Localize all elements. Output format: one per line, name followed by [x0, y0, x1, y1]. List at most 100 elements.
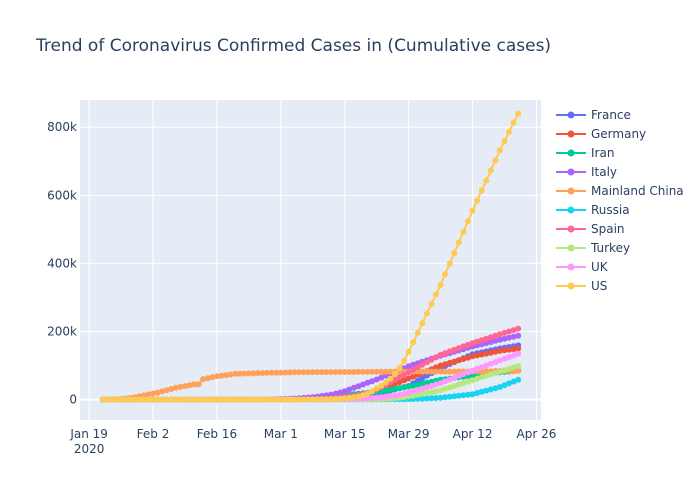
data-point	[451, 250, 458, 256]
data-point	[423, 390, 430, 396]
legend-item-mainland-china[interactable]: Mainland China	[556, 184, 684, 198]
data-point	[423, 359, 430, 366]
data-point	[150, 396, 156, 403]
data-point	[428, 301, 435, 307]
legend-item-russia[interactable]: Russia	[556, 203, 630, 217]
data-point	[506, 354, 512, 361]
data-point	[241, 370, 248, 377]
data-point	[478, 364, 485, 371]
data-point	[515, 376, 522, 383]
data-point	[318, 369, 325, 376]
data-point	[419, 385, 426, 392]
data-point	[455, 392, 462, 399]
data-point	[268, 396, 275, 403]
data-point	[346, 394, 353, 401]
data-point	[337, 369, 344, 375]
data-point	[487, 360, 494, 367]
data-point	[465, 369, 471, 376]
data-point	[218, 372, 225, 379]
data-point	[341, 388, 348, 395]
data-point	[218, 396, 225, 403]
data-point	[506, 129, 512, 135]
data-point	[437, 362, 444, 369]
data-point	[405, 383, 412, 390]
data-point	[419, 390, 426, 397]
x-tick-label: Mar 1	[264, 427, 298, 441]
data-point	[501, 382, 508, 389]
legend-marker	[567, 111, 575, 119]
data-point	[387, 386, 394, 393]
data-point	[277, 369, 284, 376]
data-point	[515, 363, 522, 369]
data-point	[483, 362, 490, 369]
data-point	[145, 396, 152, 403]
data-point	[451, 393, 458, 400]
data-point	[227, 396, 234, 403]
data-point	[410, 361, 417, 368]
data-point	[200, 376, 207, 383]
legend-item-spain[interactable]: Spain	[556, 222, 625, 236]
data-point	[396, 391, 403, 398]
data-point	[113, 396, 120, 403]
legend-marker	[567, 263, 575, 271]
legend-item-us[interactable]: US	[556, 279, 607, 293]
data-point	[455, 368, 462, 375]
legend[interactable]: France Germany Iran Italy Mainland China Russ…	[556, 108, 684, 293]
data-point	[492, 348, 499, 355]
data-point	[501, 335, 508, 342]
data-point	[428, 368, 435, 375]
data-point	[328, 396, 334, 402]
data-point	[465, 391, 471, 398]
data-point	[209, 396, 216, 403]
data-point	[506, 365, 512, 372]
data-point	[496, 357, 503, 364]
x-tick-label: Feb 16	[197, 427, 237, 441]
data-point	[223, 372, 230, 379]
legend-item-germany[interactable]: Germany	[556, 127, 646, 141]
data-point	[405, 375, 412, 382]
data-point	[501, 355, 508, 362]
data-point	[496, 336, 503, 343]
data-point	[446, 359, 453, 366]
data-point	[191, 381, 198, 388]
data-point	[131, 396, 138, 403]
data-point	[277, 396, 284, 403]
data-point	[405, 389, 412, 396]
data-point	[478, 337, 485, 344]
legend-item-turkey[interactable]: Turkey	[556, 241, 630, 255]
legend-item-france[interactable]: France	[556, 108, 631, 122]
data-point	[410, 373, 417, 380]
data-point	[391, 370, 398, 377]
data-point	[200, 396, 207, 403]
data-point	[341, 395, 348, 402]
data-point	[478, 351, 485, 358]
data-point	[446, 260, 453, 267]
data-point	[396, 374, 403, 381]
data-point	[150, 390, 156, 397]
x-tick-label: Apr 26	[517, 427, 557, 441]
data-point	[423, 379, 430, 386]
data-point	[373, 368, 380, 375]
data-point	[159, 396, 166, 403]
legend-item-italy[interactable]: Italy	[556, 165, 617, 179]
data-point	[460, 392, 467, 399]
data-point	[282, 369, 289, 376]
data-point	[296, 396, 303, 403]
data-point	[396, 379, 403, 386]
data-point	[469, 377, 476, 384]
data-point	[506, 346, 512, 353]
data-point	[437, 351, 444, 358]
data-point	[387, 393, 394, 400]
legend-item-uk[interactable]: UK	[556, 260, 609, 274]
y-tick-label: 800k	[47, 120, 77, 134]
legend-item-iran[interactable]: Iran	[556, 146, 614, 160]
data-point	[419, 368, 426, 375]
data-point	[391, 392, 398, 399]
data-point	[241, 396, 248, 403]
data-point	[501, 138, 508, 145]
data-point	[410, 392, 417, 399]
data-point	[387, 375, 394, 382]
data-point	[433, 381, 439, 388]
data-point	[433, 354, 439, 361]
data-point	[428, 378, 435, 385]
